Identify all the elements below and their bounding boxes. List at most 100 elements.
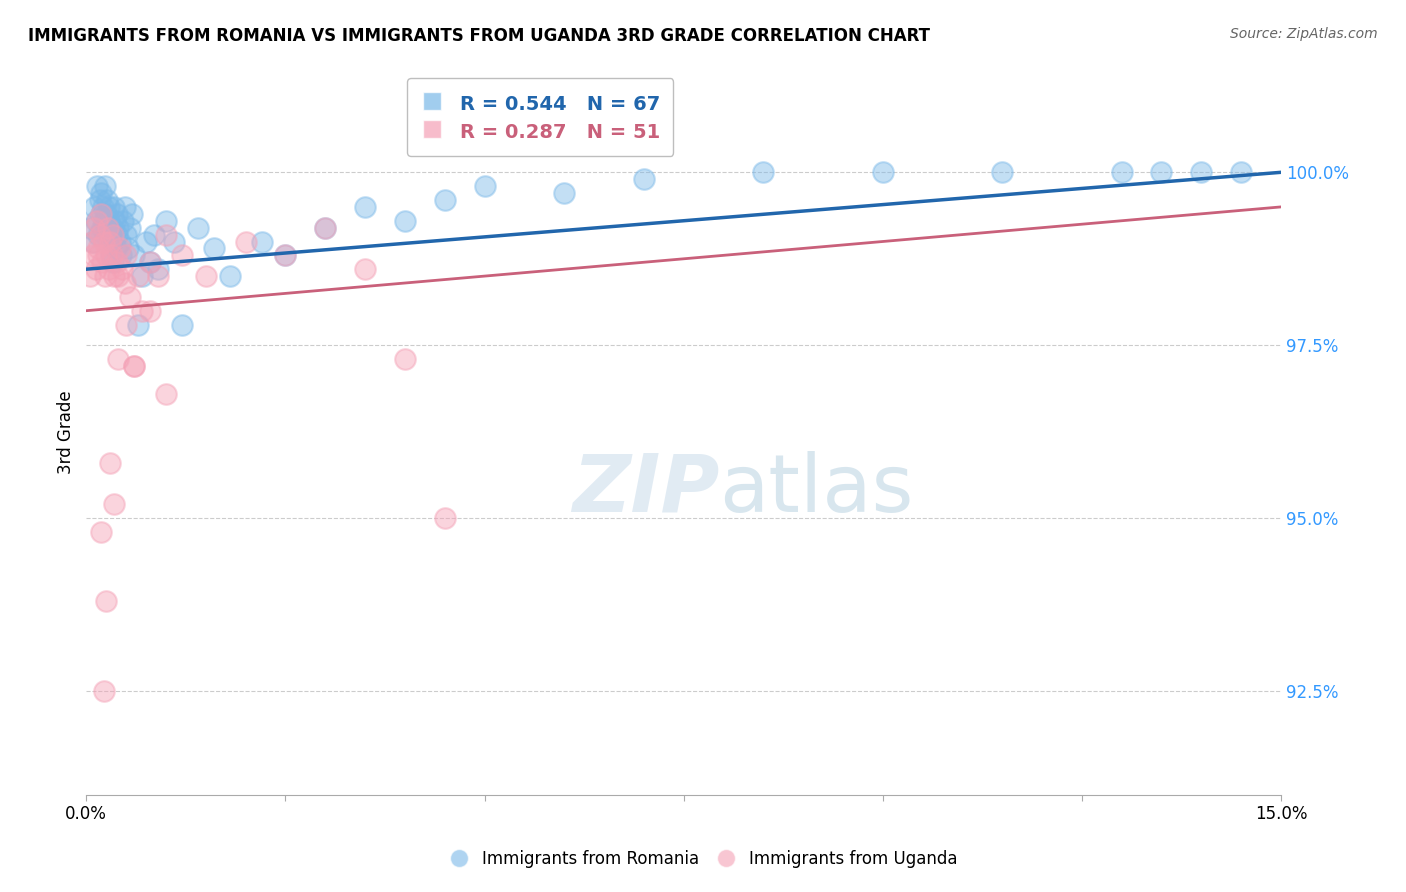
Point bbox=[139, 255, 162, 269]
Point bbox=[143, 227, 166, 242]
Point bbox=[633, 172, 655, 186]
Point bbox=[89, 227, 111, 242]
Point bbox=[139, 303, 162, 318]
Point bbox=[194, 269, 217, 284]
Point bbox=[146, 262, 169, 277]
Point bbox=[87, 242, 110, 256]
Point bbox=[107, 269, 129, 284]
Point bbox=[86, 179, 108, 194]
Point bbox=[872, 165, 894, 179]
Point bbox=[187, 220, 209, 235]
Point bbox=[79, 220, 101, 235]
Legend: R = 0.544   N = 67, R = 0.287   N = 51: R = 0.544 N = 67, R = 0.287 N = 51 bbox=[408, 78, 673, 156]
Point bbox=[90, 186, 112, 200]
Text: atlas: atlas bbox=[720, 451, 914, 529]
Text: ZIP: ZIP bbox=[572, 451, 720, 529]
Point bbox=[235, 235, 257, 249]
Point bbox=[122, 248, 145, 262]
Point bbox=[146, 269, 169, 284]
Point bbox=[111, 262, 134, 277]
Point bbox=[135, 235, 157, 249]
Point bbox=[121, 207, 143, 221]
Point bbox=[163, 235, 186, 249]
Point bbox=[83, 200, 105, 214]
Point bbox=[127, 269, 149, 284]
Point bbox=[96, 207, 118, 221]
Point bbox=[101, 248, 124, 262]
Point bbox=[97, 262, 120, 277]
Point bbox=[433, 511, 456, 525]
Point bbox=[1111, 165, 1133, 179]
Point bbox=[354, 262, 377, 277]
Point bbox=[103, 200, 125, 214]
Point bbox=[105, 227, 128, 242]
Point bbox=[991, 165, 1014, 179]
Point bbox=[218, 269, 240, 284]
Point bbox=[155, 213, 177, 227]
Point bbox=[96, 193, 118, 207]
Point bbox=[94, 269, 117, 284]
Point bbox=[122, 359, 145, 373]
Point bbox=[114, 276, 136, 290]
Point bbox=[93, 235, 115, 249]
Point bbox=[91, 200, 114, 214]
Point bbox=[84, 262, 107, 277]
Point bbox=[107, 220, 129, 235]
Point bbox=[127, 318, 149, 332]
Point bbox=[115, 318, 138, 332]
Point bbox=[90, 207, 112, 221]
Point bbox=[131, 269, 153, 284]
Point bbox=[117, 242, 139, 256]
Point bbox=[120, 290, 142, 304]
Point bbox=[131, 303, 153, 318]
Point bbox=[1189, 165, 1212, 179]
Point bbox=[103, 269, 125, 284]
Point bbox=[98, 227, 121, 242]
Point bbox=[93, 684, 115, 698]
Point bbox=[90, 525, 112, 540]
Point bbox=[155, 386, 177, 401]
Point bbox=[107, 352, 129, 367]
Text: Source: ZipAtlas.com: Source: ZipAtlas.com bbox=[1230, 27, 1378, 41]
Point bbox=[115, 227, 138, 242]
Point bbox=[115, 248, 138, 262]
Point bbox=[87, 248, 110, 262]
Point bbox=[111, 213, 134, 227]
Point bbox=[90, 207, 112, 221]
Text: IMMIGRANTS FROM ROMANIA VS IMMIGRANTS FROM UGANDA 3RD GRADE CORRELATION CHART: IMMIGRANTS FROM ROMANIA VS IMMIGRANTS FR… bbox=[28, 27, 931, 45]
Point bbox=[354, 200, 377, 214]
Point bbox=[752, 165, 775, 179]
Point bbox=[314, 220, 336, 235]
Point bbox=[79, 269, 101, 284]
Point bbox=[104, 242, 127, 256]
Point bbox=[101, 255, 124, 269]
Point bbox=[104, 213, 127, 227]
Point bbox=[96, 594, 118, 608]
Point bbox=[103, 498, 125, 512]
Point bbox=[274, 248, 297, 262]
Point bbox=[97, 200, 120, 214]
Point bbox=[105, 255, 128, 269]
Point bbox=[170, 248, 193, 262]
Point bbox=[96, 248, 118, 262]
Point bbox=[91, 220, 114, 235]
Legend: Immigrants from Romania, Immigrants from Uganda: Immigrants from Romania, Immigrants from… bbox=[441, 844, 965, 875]
Point bbox=[93, 213, 115, 227]
Point bbox=[433, 193, 456, 207]
Point bbox=[108, 242, 131, 256]
Point bbox=[103, 220, 125, 235]
Point bbox=[101, 235, 124, 249]
Point bbox=[98, 456, 121, 470]
Point bbox=[98, 213, 121, 227]
Point bbox=[1230, 165, 1253, 179]
Point bbox=[553, 186, 575, 200]
Point bbox=[80, 235, 103, 249]
Point bbox=[1150, 165, 1173, 179]
Point bbox=[110, 248, 132, 262]
Point bbox=[89, 193, 111, 207]
Point bbox=[86, 213, 108, 227]
Point bbox=[84, 213, 107, 227]
Point bbox=[103, 227, 125, 242]
Point bbox=[108, 235, 131, 249]
Point bbox=[114, 200, 136, 214]
